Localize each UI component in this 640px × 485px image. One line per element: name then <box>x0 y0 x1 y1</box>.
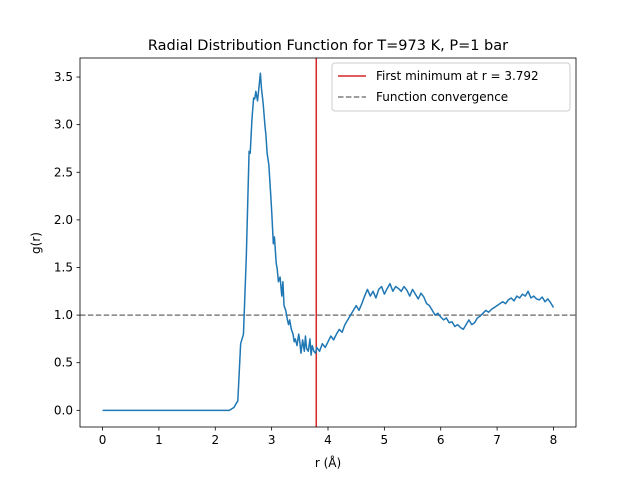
x-tick-label: 8 <box>550 433 558 447</box>
y-tick-label: 2.5 <box>54 165 73 179</box>
legend-box <box>331 62 571 112</box>
x-tick-label: 2 <box>211 433 219 447</box>
x-tick-label: 3 <box>268 433 276 447</box>
x-tick-label: 4 <box>324 433 332 447</box>
x-tick-label: 7 <box>493 433 501 447</box>
x-tick-label: 5 <box>381 433 389 447</box>
y-tick-label: 2.0 <box>54 213 73 227</box>
plot-area: 0 1 2 3 4 5 6 7 8 0.0 0.5 1.0 1.5 2.0 2.5 3.0 3.5 <box>54 57 577 447</box>
legend-label: First minimum at r = 3.792 <box>376 69 539 83</box>
y-tick-label: 3.0 <box>54 118 73 132</box>
legend-label: Function convergence <box>376 90 508 104</box>
x-tick-label: 6 <box>437 433 445 447</box>
x-tick-label: 0 <box>99 433 107 447</box>
rdf-series-line <box>102 72 555 412</box>
y-tick-label: 3.5 <box>54 70 73 84</box>
y-tick-label: 1.0 <box>54 308 73 322</box>
legend: First minimum at r = 3.792 Function conve… <box>331 62 571 112</box>
y-tick-label: 1.5 <box>54 260 73 274</box>
y-tick-label: 0.0 <box>54 403 73 417</box>
x-axis-label: r (Å) <box>315 455 341 470</box>
x-tick-label: 1 <box>155 433 163 447</box>
y-axis-label: g(r) <box>29 232 43 254</box>
y-tick-label: 0.5 <box>54 356 73 370</box>
chart-title: Radial Distribution Function for T=973 K… <box>148 38 508 54</box>
